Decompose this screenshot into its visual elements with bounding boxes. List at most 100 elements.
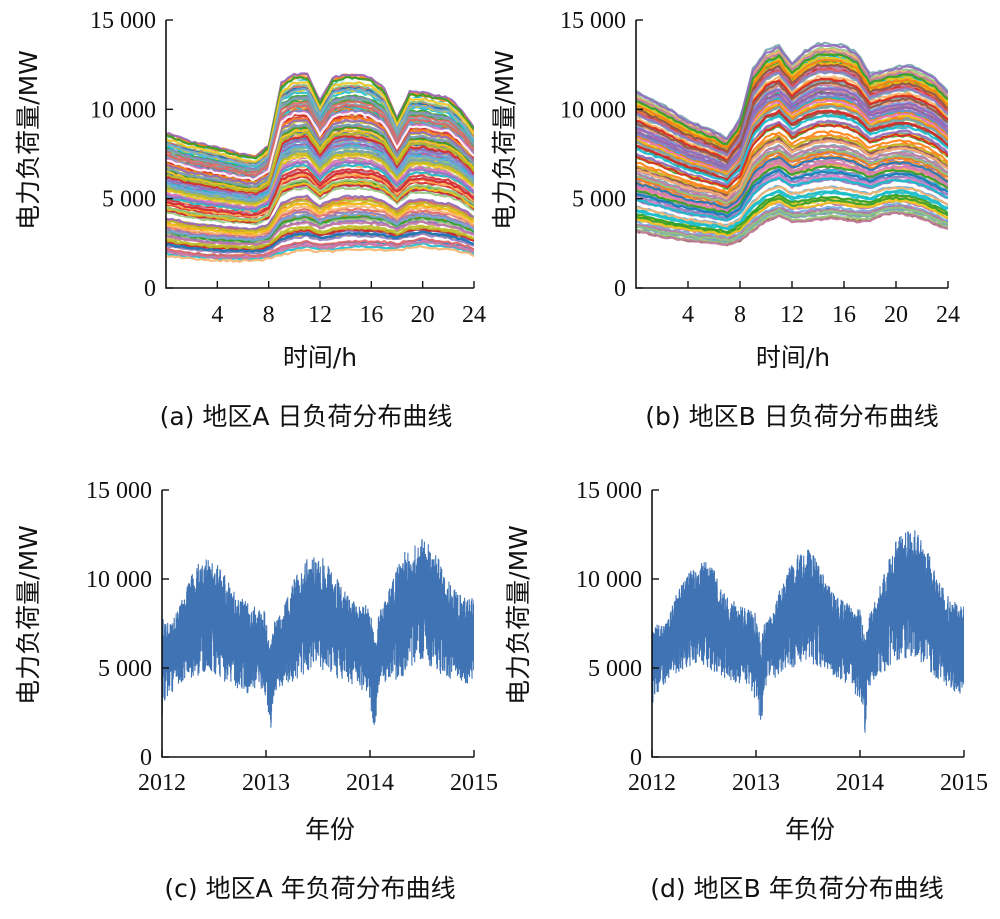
daily-load-curve [166, 144, 474, 201]
daily-load-curve [636, 198, 948, 237]
panel-c-axes: 0 5 000 10 000 15 000 2012 2013 2014 2015 [86, 478, 498, 796]
x-tick-label: 8 [734, 302, 746, 328]
panel-d-series [652, 530, 964, 733]
daily-load-curve [636, 207, 948, 243]
daily-load-curve [636, 165, 948, 215]
x-tick-label: 4 [211, 302, 223, 328]
y-tick-label: 10 000 [560, 97, 626, 123]
panel-d-xlabel: 年份 [785, 815, 835, 844]
panel-c-caption: (c) 地区A 年负荷分布曲线 [164, 874, 455, 903]
panel-c: 0 5 000 10 000 15 000 2012 2013 2014 2015 电力负荷量… [14, 478, 498, 903]
panel-b-curves [636, 41, 948, 247]
daily-load-curve [166, 75, 474, 160]
x-tick-label: 24 [936, 302, 960, 328]
x-tick-label: 24 [462, 302, 486, 328]
y-tick-label: 10 000 [576, 567, 642, 593]
x-tick-label: 16 [359, 302, 383, 328]
daily-load-curve [166, 204, 474, 237]
daily-load-curve [636, 91, 948, 170]
x-tick-label: 2015 [450, 770, 498, 796]
daily-load-curve [636, 123, 948, 189]
x-tick-label: 20 [884, 302, 908, 328]
daily-load-curve [166, 137, 474, 198]
yearly-load-series [652, 530, 964, 733]
daily-load-curve [636, 185, 948, 228]
panel-d: 0 5 000 10 000 15 000 2012 2013 2014 2015 电力负荷量… [504, 478, 988, 903]
panel-c-xlabel: 年份 [305, 815, 355, 844]
daily-load-curve [166, 111, 474, 182]
daily-load-curve [636, 150, 948, 205]
daily-load-curve [636, 176, 948, 221]
panel-d-caption: (d) 地区B 年负荷分布曲线 [650, 874, 943, 903]
daily-load-curve [636, 74, 948, 159]
y-tick-label: 5 000 [588, 656, 642, 682]
y-tick-label: 15 000 [576, 478, 642, 504]
daily-load-curve [636, 63, 948, 155]
daily-load-curve [636, 190, 948, 231]
x-tick-label: 2012 [628, 770, 676, 796]
panel-a-xlabel: 时间/h [283, 343, 357, 372]
x-tick-label: 16 [832, 302, 856, 328]
panel-b-ylabel: 电力负荷量/MW [490, 50, 519, 230]
panel-b: 0 5 000 10 000 15 000 4 8 12 16 20 24 电力负荷量/MW 时间… [490, 8, 960, 431]
daily-load-curve [636, 170, 948, 219]
daily-load-curve [166, 186, 474, 227]
x-tick-label: 2013 [732, 770, 780, 796]
daily-load-curve [166, 210, 474, 241]
x-tick-label: 2013 [242, 770, 290, 796]
y-tick-label: 5 000 [572, 187, 626, 213]
y-tick-label: 0 [614, 276, 626, 302]
daily-load-curve [166, 131, 474, 194]
daily-load-curve [166, 230, 474, 253]
daily-load-curve [636, 87, 948, 167]
panel-a-ylabel: 电力负荷量/MW [14, 50, 43, 230]
daily-load-curve [636, 108, 948, 181]
daily-load-curve [636, 169, 948, 219]
y-tick-label: 0 [144, 276, 156, 302]
y-tick-label: 10 000 [86, 567, 152, 593]
panel-a: 0 5 000 10 000 15 000 4 8 12 16 20 24 电力负荷量/MW 时间… [14, 8, 486, 431]
yearly-load-series [162, 538, 474, 728]
daily-load-curve [636, 77, 948, 163]
panel-d-axes: 0 5 000 10 000 15 000 2012 2013 2014 2015 [576, 478, 988, 796]
daily-load-curve [166, 240, 474, 260]
daily-load-curve [166, 194, 474, 231]
x-tick-label: 20 [411, 302, 435, 328]
x-tick-label: 4 [682, 302, 694, 328]
y-tick-label: 5 000 [102, 187, 156, 213]
y-tick-label: 10 000 [90, 97, 156, 123]
panel-d-ylabel: 电力负荷量/MW [504, 525, 533, 705]
x-tick-label: 2014 [836, 770, 884, 796]
daily-load-curve [636, 119, 948, 187]
daily-load-curve [166, 237, 474, 258]
daily-load-curve [636, 148, 948, 205]
daily-load-curve [166, 202, 474, 236]
daily-load-curve [166, 103, 474, 177]
daily-load-curve [166, 198, 474, 233]
y-tick-label: 0 [630, 745, 642, 771]
panel-b-caption: (b) 地区B 日负荷分布曲线 [645, 402, 938, 431]
y-tick-label: 15 000 [90, 8, 156, 34]
daily-load-curve [636, 53, 948, 146]
daily-load-curve [166, 96, 474, 173]
daily-load-curve [636, 193, 948, 234]
daily-load-curve [636, 202, 948, 239]
x-tick-label: 8 [263, 302, 275, 328]
daily-load-curve [166, 119, 474, 186]
x-tick-label: 2015 [940, 770, 988, 796]
daily-load-curve [166, 87, 474, 167]
daily-load-curve [166, 170, 474, 217]
daily-load-curve [166, 178, 474, 221]
daily-load-curve [636, 129, 948, 195]
daily-load-curve [166, 181, 474, 223]
y-tick-label: 5 000 [98, 656, 152, 682]
daily-load-curve [166, 160, 474, 211]
x-tick-label: 12 [308, 302, 332, 328]
panel-b-xlabel: 时间/h [756, 343, 830, 372]
y-tick-label: 0 [140, 745, 152, 771]
daily-load-curve [166, 134, 474, 196]
daily-load-curve [166, 72, 474, 159]
daily-load-curve [636, 81, 948, 165]
y-tick-label: 15 000 [86, 478, 152, 504]
